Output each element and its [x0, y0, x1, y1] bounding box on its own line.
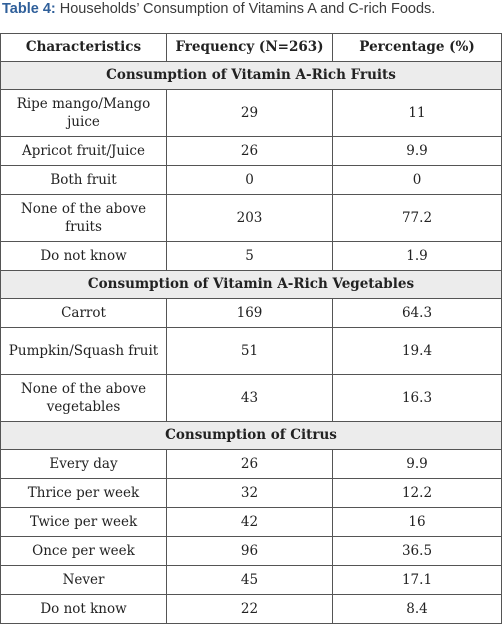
cell-percentage: 36.5: [332, 536, 502, 566]
cell-frequency: 45: [166, 565, 333, 595]
table-caption: Table 4: Households’ Consumption of Vita…: [2, 0, 502, 20]
table-row: Carrot 169 64.3: [0, 298, 502, 328]
cell-percentage: 11: [332, 89, 502, 137]
cell-characteristic: Do not know: [0, 594, 167, 624]
table-row: None of the above fruits 203 77.2: [0, 194, 502, 242]
table-row: Do not know 22 8.4: [0, 594, 502, 624]
cell-percentage: 8.4: [332, 594, 502, 624]
cell-characteristic: Carrot: [0, 298, 167, 328]
cell-frequency: 32: [166, 478, 333, 508]
cell-characteristic: None of the above vegetables: [0, 374, 167, 422]
cell-frequency: 51: [166, 327, 333, 375]
section-header-row: Consumption of Citrus: [0, 421, 502, 450]
cell-frequency: 96: [166, 536, 333, 566]
table-row: Twice per week 42 16: [0, 507, 502, 537]
cell-characteristic: None of the above fruits: [0, 194, 167, 242]
cell-percentage: 9.9: [332, 136, 502, 166]
table-caption-label: Table 4:: [2, 1, 56, 17]
section-title: Consumption of Citrus: [0, 421, 502, 450]
table-caption-text: Households’ Consumption of Vitamins A an…: [55, 1, 436, 17]
cell-frequency: 29: [166, 89, 333, 137]
cell-characteristic: Do not know: [0, 241, 167, 271]
table-row: Ripe mango/Mango juice 29 11: [0, 89, 502, 137]
section-title: Consumption of Vitamin A-Rich Fruits: [0, 61, 502, 90]
cell-percentage: 17.1: [332, 565, 502, 595]
cell-frequency: 43: [166, 374, 333, 422]
section-header-row: Consumption of Vitamin A-Rich Fruits: [0, 61, 502, 90]
cell-characteristic: Every day: [0, 449, 167, 479]
cell-characteristic: Both fruit: [0, 165, 167, 195]
table-row: Never 45 17.1: [0, 565, 502, 595]
cell-frequency: 26: [166, 449, 333, 479]
cell-frequency: 22: [166, 594, 333, 624]
table-row: Thrice per week 32 12.2: [0, 478, 502, 508]
cell-frequency: 42: [166, 507, 333, 537]
column-header-characteristics: Characteristics: [0, 33, 167, 62]
table-row: Do not know 5 1.9: [0, 241, 502, 271]
cell-frequency: 0: [166, 165, 333, 195]
column-header-frequency: Frequency (N=263): [166, 33, 333, 62]
table-row: Apricot fruit/Juice 26 9.9: [0, 136, 502, 166]
table-row: None of the above vegetables 43 16.3: [0, 374, 502, 422]
cell-percentage: 64.3: [332, 298, 502, 328]
cell-frequency: 5: [166, 241, 333, 271]
table-row: Once per week 96 36.5: [0, 536, 502, 566]
section-title: Consumption of Vitamin A-Rich Vegetables: [0, 270, 502, 299]
cell-percentage: 16.3: [332, 374, 502, 422]
cell-characteristic: Thrice per week: [0, 478, 167, 508]
column-header-percentage: Percentage (%): [332, 33, 502, 62]
cell-percentage: 9.9: [332, 449, 502, 479]
table-row: Pumpkin/Squash fruit 51 19.4: [0, 327, 502, 375]
cell-frequency: 26: [166, 136, 333, 166]
cell-percentage: 19.4: [332, 327, 502, 375]
cell-characteristic: Ripe mango/Mango juice: [0, 89, 167, 137]
cell-characteristic: Pumpkin/Squash fruit: [0, 327, 167, 375]
section-header-row: Consumption of Vitamin A-Rich Vegetables: [0, 270, 502, 299]
cell-percentage: 0: [332, 165, 502, 195]
cell-percentage: 12.2: [332, 478, 502, 508]
table-row: Both fruit 0 0: [0, 165, 502, 195]
table-header-row: Characteristics Frequency (N=263) Percen…: [0, 33, 502, 62]
table-row: Every day 26 9.9: [0, 449, 502, 479]
cell-frequency: 169: [166, 298, 333, 328]
cell-characteristic: Twice per week: [0, 507, 167, 537]
cell-percentage: 1.9: [332, 241, 502, 271]
cell-characteristic: Never: [0, 565, 167, 595]
cell-characteristic: Apricot fruit/Juice: [0, 136, 167, 166]
cell-characteristic: Once per week: [0, 536, 167, 566]
cell-percentage: 77.2: [332, 194, 502, 242]
consumption-table: Characteristics Frequency (N=263) Percen…: [0, 33, 502, 624]
cell-frequency: 203: [166, 194, 333, 242]
cell-percentage: 16: [332, 507, 502, 537]
